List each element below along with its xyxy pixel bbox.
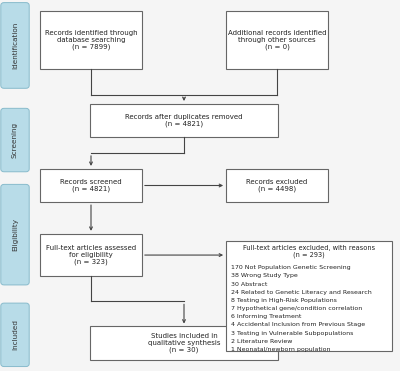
Text: 4 Accidental Inclusion from Previous Stage: 4 Accidental Inclusion from Previous Sta…	[231, 322, 365, 327]
Text: 1 Neonatal/newborn population: 1 Neonatal/newborn population	[231, 347, 330, 352]
Bar	[40, 169, 142, 202]
Text: 2 Literature Review: 2 Literature Review	[231, 339, 292, 344]
Text: Additional records identified
through other sources
(n = 0): Additional records identified through ot…	[228, 30, 326, 50]
FancyBboxPatch shape	[1, 3, 29, 88]
Text: Records screened
(n = 4821): Records screened (n = 4821)	[60, 179, 122, 192]
Text: Full-text articles assessed
for eligibility
(n = 323): Full-text articles assessed for eligibil…	[46, 245, 136, 265]
Bar	[40, 234, 142, 276]
Bar	[226, 241, 392, 351]
Text: 6 Informing Treatment: 6 Informing Treatment	[231, 314, 301, 319]
Text: 30 Abstract: 30 Abstract	[231, 282, 267, 286]
Text: 170 Not Population Genetic Screening: 170 Not Population Genetic Screening	[231, 265, 350, 270]
Text: Identification: Identification	[12, 22, 18, 69]
FancyBboxPatch shape	[1, 108, 29, 172]
Text: 8 Testing in High-Risk Populations: 8 Testing in High-Risk Populations	[231, 298, 337, 303]
Bar	[226, 11, 328, 69]
Text: Records after duplicates removed
(n = 4821): Records after duplicates removed (n = 48…	[125, 114, 243, 127]
Bar	[90, 326, 278, 360]
Bar	[226, 169, 328, 202]
Text: 7 Hypothetical gene/condition correlation: 7 Hypothetical gene/condition correlatio…	[231, 306, 362, 311]
Text: 38 Wrong Study Type: 38 Wrong Study Type	[231, 273, 298, 278]
Text: Included: Included	[12, 319, 18, 350]
Bar	[40, 11, 142, 69]
Text: Full-text articles excluded, with reasons
(n = 293): Full-text articles excluded, with reason…	[243, 245, 375, 258]
Bar	[90, 104, 278, 137]
Text: Studies included in
qualitative synthesis
(n = 30): Studies included in qualitative synthesi…	[148, 333, 220, 354]
Text: Eligibility: Eligibility	[12, 218, 18, 251]
Text: 24 Related to Genetic Literacy and Research: 24 Related to Genetic Literacy and Resea…	[231, 290, 372, 295]
FancyBboxPatch shape	[1, 184, 29, 285]
Text: 3 Testing in Vulnerable Subpopulations: 3 Testing in Vulnerable Subpopulations	[231, 331, 353, 335]
Text: Records identified through
database searching
(n = 7899): Records identified through database sear…	[45, 30, 137, 50]
Text: Records excluded
(n = 4498): Records excluded (n = 4498)	[246, 179, 308, 192]
Text: Screening: Screening	[12, 122, 18, 158]
FancyBboxPatch shape	[1, 303, 29, 367]
